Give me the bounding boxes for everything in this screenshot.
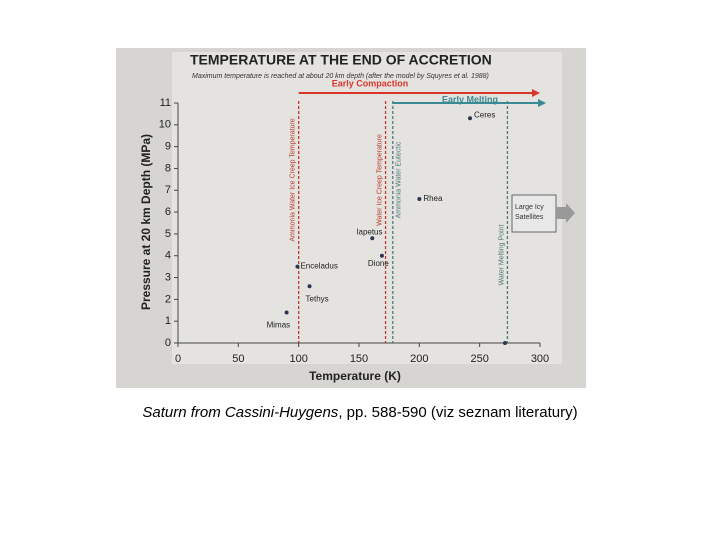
y-tick-label: 5 [165, 228, 171, 240]
data-point [307, 284, 312, 289]
y-tick-label: 0 [165, 337, 171, 349]
data-point [503, 341, 508, 345]
y-tick-label: 10 [159, 119, 171, 131]
caption: Saturn from Cassini-Huygens, pp. 588-590… [0, 404, 720, 421]
data-point [295, 264, 300, 269]
data-point [379, 253, 384, 258]
x-tick-label: 150 [350, 353, 368, 365]
y-axis-label: Pressure at 20 km Depth (MPa) [139, 134, 153, 310]
y-tick-label: 9 [165, 141, 171, 153]
point-label: Dione [368, 259, 389, 268]
reference-line-label: Water Ice Creep Temperature [376, 134, 383, 226]
point-label: Rhea [423, 194, 443, 203]
caption-italic: Saturn from Cassini-Huygens [142, 404, 339, 421]
x-tick-label: 250 [470, 353, 488, 365]
annotation-text: Large Icy Satellites [515, 204, 544, 221]
y-tick-label: 11 [160, 97, 171, 109]
x-tick-label: 300 [531, 353, 549, 365]
x-axis-label: Temperature (K) [309, 369, 401, 383]
point-label: Ceres [474, 110, 495, 119]
x-tick-label: 200 [410, 353, 428, 365]
arrow-label: Early Compaction [332, 78, 409, 88]
annotation-arrow [556, 203, 575, 223]
annotation-box [511, 194, 557, 233]
chart-subtitle: Maximum temperature is reached at about … [192, 73, 489, 80]
reference-line-label: Ammonia Water Eutectic [396, 141, 403, 218]
y-tick-label: 6 [165, 206, 171, 218]
point-label: Enceladus [300, 262, 337, 271]
y-tick-label: 1 [165, 315, 171, 327]
reference-line-label: Ammonia Water Ice Creep Temperature [290, 118, 297, 241]
y-tick-label: 4 [165, 250, 171, 262]
reference-line-label: Water Melting Point [498, 225, 505, 286]
data-point [468, 116, 473, 121]
x-tick-label: 100 [289, 353, 307, 365]
caption-rest: , pp. 588-590 (viz seznam literatury) [338, 404, 578, 421]
x-tick-label: 50 [232, 353, 244, 365]
data-point [370, 236, 375, 241]
chart-sheet [172, 52, 562, 364]
point-label: Iapetus [356, 227, 382, 236]
chart-title: TEMPERATURE AT THE END OF ACCRETION [190, 52, 492, 68]
y-tick-label: 8 [165, 162, 171, 174]
arrow-head [538, 99, 547, 107]
x-tick-label: 0 [175, 353, 181, 365]
data-point [284, 310, 289, 315]
y-tick-label: 3 [165, 271, 171, 283]
point-label: Mimas [267, 321, 291, 330]
data-point [417, 197, 422, 201]
y-tick-label: 2 [165, 293, 171, 305]
arrow-label: Early Melting [442, 94, 498, 104]
point-label: Tethys [306, 294, 329, 303]
y-tick-label: 7 [165, 184, 171, 196]
arrow-head [532, 89, 540, 97]
